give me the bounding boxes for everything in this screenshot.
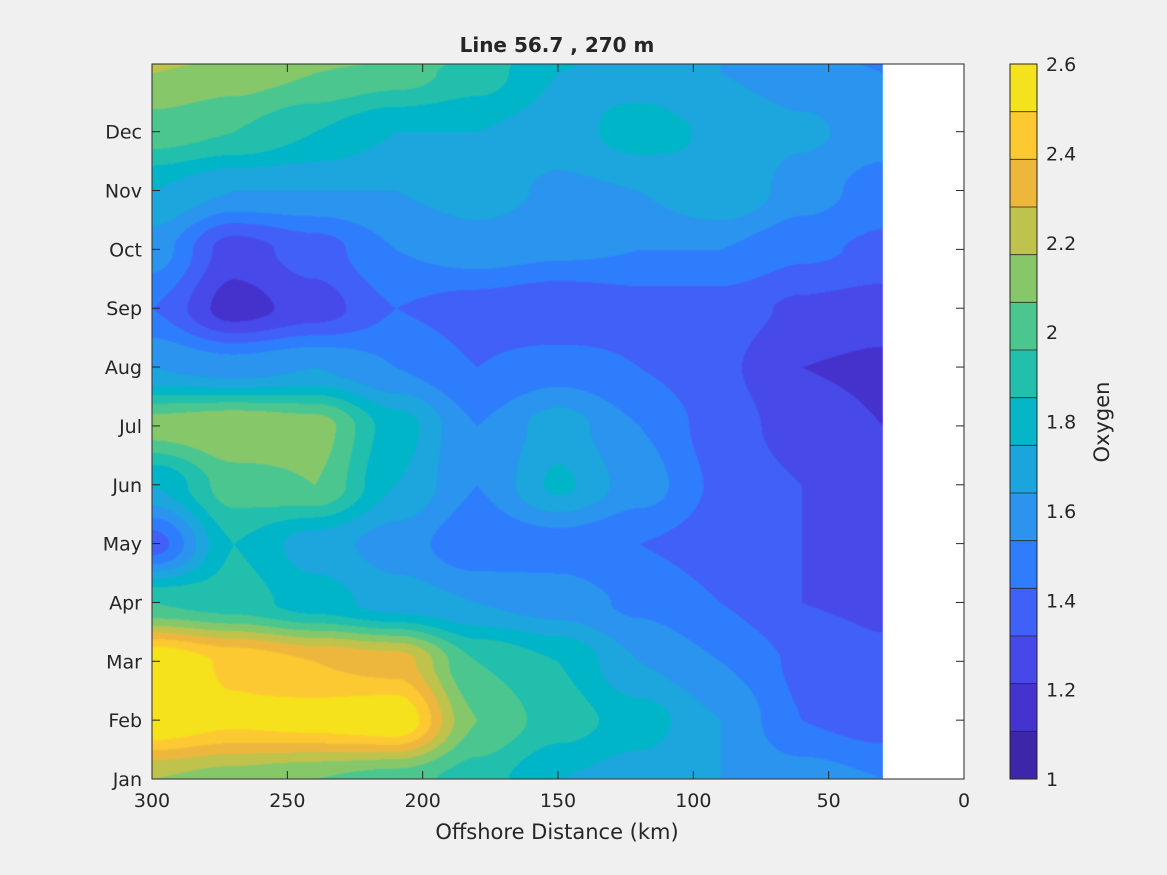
colorbar-swatch [1010, 350, 1037, 399]
colorbar-swatch [1010, 111, 1037, 160]
colorbar-tick-label: 1.8 [1046, 412, 1076, 434]
colorbar-swatch [1010, 397, 1037, 446]
colorbar-frame [1009, 63, 1038, 780]
x-tick-label: 50 [817, 790, 841, 812]
colorbar-tick-label: 2.4 [1046, 143, 1076, 165]
colorbar-tick-label: 2.2 [1046, 233, 1076, 255]
y-tick-label: Jan [112, 769, 142, 791]
colorbar-swatch [1010, 254, 1037, 303]
y-tick-label: Feb [108, 710, 142, 732]
y-tick-label: Apr [109, 592, 142, 614]
y-tick-label: Nov [105, 181, 142, 203]
colorbar-swatch [1010, 588, 1037, 637]
x-tick-label: 250 [269, 790, 305, 812]
colorbar-swatch [1010, 302, 1037, 351]
x-axis-label: Offshore Distance (km) [435, 820, 678, 844]
colorbar-tick-label: 1 [1046, 769, 1058, 791]
x-tick-label: 100 [675, 790, 711, 812]
y-axis: Jan Feb Mar Apr May Jun Jul Aug Sep Oct Nov Dec [103, 122, 964, 791]
colorbar-swatch [1010, 683, 1037, 732]
x-tick-label: 300 [134, 790, 170, 812]
y-tick-label: Aug [105, 357, 142, 379]
colorbar-label: Oxygen [1090, 382, 1114, 463]
x-tick-label: 150 [540, 790, 576, 812]
y-tick-label: Jun [111, 475, 142, 497]
colorbar-tick-label: 1.2 [1046, 680, 1076, 702]
y-tick-label: Oct [109, 239, 142, 261]
x-tick-label: 200 [405, 790, 441, 812]
chart-title: Line 56.7 , 270 m [460, 33, 655, 57]
contour-field [152, 64, 883, 779]
y-tick-label: Mar [106, 651, 142, 673]
colorbar-tick-label: 1.6 [1046, 501, 1076, 523]
y-tick-label: Dec [105, 122, 142, 144]
colorbar-swatch [1010, 64, 1037, 113]
x-tick-label: 0 [958, 790, 970, 812]
colorbar-swatch [1010, 540, 1037, 589]
colorbar-swatch [1010, 636, 1037, 685]
colorbar-tick-label: 1.4 [1046, 590, 1076, 612]
x-axis: 300 250 200 150 100 50 0 [134, 64, 970, 812]
colorbar-tick-label: 2 [1046, 322, 1058, 344]
colorbar-swatch [1010, 207, 1037, 256]
colorbar-swatch [1010, 159, 1037, 208]
colorbar-swatch [1010, 493, 1037, 542]
colorbar-swatch [1010, 731, 1037, 780]
colorbar-tick-label: 2.6 [1046, 54, 1076, 76]
y-tick-label: Sep [106, 298, 142, 320]
colorbar-swatch [1010, 445, 1037, 494]
y-tick-label: May [103, 534, 142, 556]
contour-fill [152, 64, 883, 779]
colorbar: 1 1.2 1.4 1.6 1.8 2 2.2 2.4 2.6 [1009, 54, 1076, 791]
y-tick-label: Jul [118, 416, 142, 438]
